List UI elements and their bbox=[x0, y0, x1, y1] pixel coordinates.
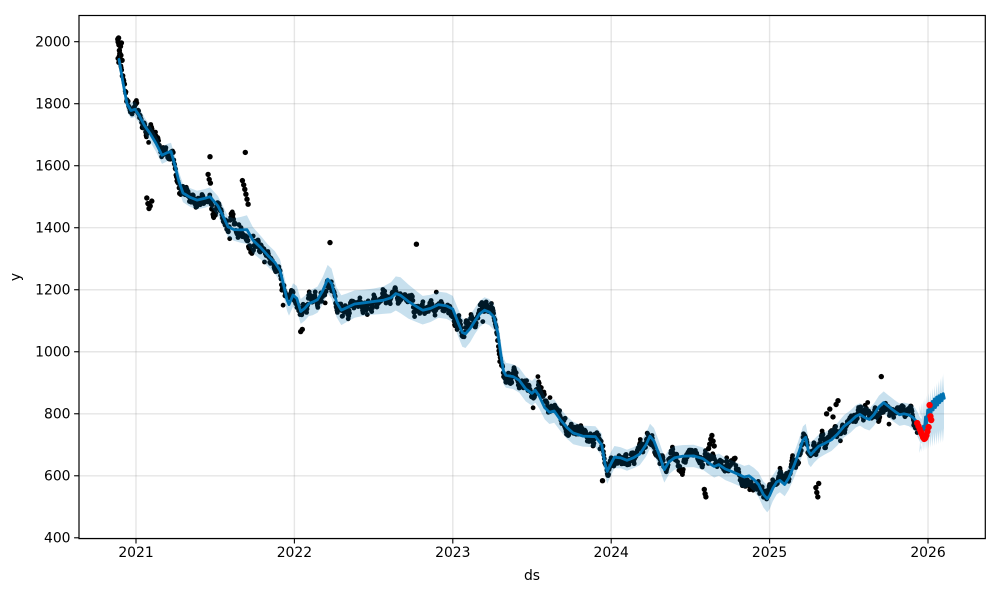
y-axis-label: y bbox=[8, 273, 24, 281]
y-tick-label-1000: 1000 bbox=[35, 345, 70, 361]
y-tick-label-1600: 1600 bbox=[35, 159, 70, 175]
y-tick-label-400: 400 bbox=[44, 531, 71, 547]
uncertainty-band bbox=[119, 51, 944, 513]
tick-labels: 2021 2022 2023 2024 2025 2026 400 600 800 1000 120… bbox=[35, 34, 946, 561]
axes-spines-and-ticks bbox=[74, 14, 986, 544]
y-tick-label-600: 600 bbox=[44, 469, 71, 485]
x-tick-label-2021: 2021 bbox=[118, 545, 153, 561]
grid-lines bbox=[79, 15, 986, 539]
x-tick-label-2024: 2024 bbox=[594, 545, 630, 561]
y-tick-label-1200: 1200 bbox=[35, 283, 70, 299]
y-tick-label-1800: 1800 bbox=[35, 97, 70, 113]
x-tick-label-2025: 2025 bbox=[752, 545, 787, 561]
y-tick-label-2000: 2000 bbox=[35, 34, 70, 50]
x-axis-label: ds bbox=[524, 568, 540, 584]
observed-points bbox=[115, 35, 920, 502]
y-tick-label-800: 800 bbox=[44, 407, 71, 423]
x-tick-label-2022: 2022 bbox=[277, 545, 312, 561]
forecast-line bbox=[117, 58, 946, 501]
x-tick-label-2026: 2026 bbox=[910, 545, 945, 561]
y-tick-label-1400: 1400 bbox=[35, 221, 70, 237]
x-tick-label-2023: 2023 bbox=[435, 545, 470, 561]
future-observed-points bbox=[914, 401, 935, 443]
